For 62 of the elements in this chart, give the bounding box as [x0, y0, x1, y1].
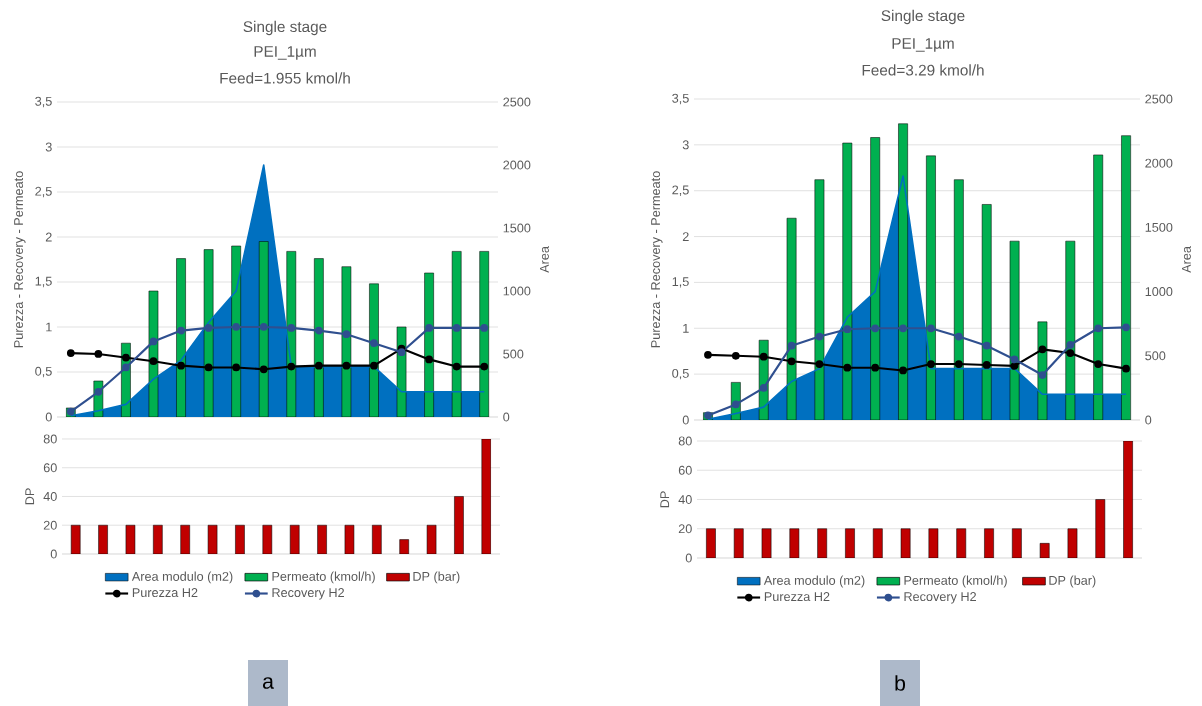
chart-subtitle: PEI_1µm [254, 46, 316, 60]
chart-title: Single stage [881, 9, 965, 25]
y-tick-label: 80 [43, 434, 57, 444]
y-tick-label: 0 [682, 415, 689, 425]
y-tick-label: 3 [682, 140, 689, 150]
y-tick-label: 3,5 [35, 96, 52, 108]
y-tick-label: 1 [46, 322, 52, 332]
y2-tick-label: 2000 [1145, 158, 1173, 168]
legend-label: Area modulo (m2) [763, 575, 865, 588]
y2-tick-label: 1000 [503, 286, 531, 296]
legend-label: Purezza H2 [132, 588, 198, 598]
y2-axis-title: Area [1182, 246, 1191, 273]
chart-subtitle: PEI_1µm [892, 38, 954, 52]
y2-tick-label: 0 [503, 412, 510, 422]
y2-tick-label: 2500 [503, 97, 531, 107]
y-tick-label: 20 [43, 520, 57, 530]
y-tick-label: 0 [685, 553, 692, 563]
y-tick-label: 1,5 [35, 276, 52, 288]
text: b [895, 675, 906, 691]
y2-tick-label: 1500 [503, 223, 531, 233]
y-tick-label: 1 [683, 323, 689, 333]
y-axis-title: DP [660, 491, 670, 508]
y-tick-label: 3 [45, 142, 52, 152]
legend-label: Recovery H2 [904, 592, 976, 604]
text: Feed=1.955 kmol/h [220, 72, 350, 84]
y2-axis-title: Area [540, 246, 549, 273]
legend-label: Area modulo (m2) [131, 571, 233, 584]
y2-tick-label: 1000 [1145, 287, 1173, 297]
y2-tick-label: 2500 [1145, 94, 1173, 104]
y-tick-label: 60 [678, 465, 692, 475]
y-axis-title: Purezza - Recovery - Permeato [14, 171, 26, 348]
text: a [262, 677, 274, 689]
y-tick-label: 0,5 [672, 368, 689, 380]
legend-label: DP (bar) [1049, 575, 1096, 588]
legend-label: Permeato (kmol/h) [272, 571, 375, 584]
y-tick-label: 2,5 [672, 185, 689, 196]
y-axis-title: Purezza - Recovery - Permeato [651, 171, 663, 348]
y-tick-label: 0 [50, 549, 57, 559]
y-tick-label: 3,5 [672, 93, 689, 105]
legend-label: Purezza H2 [764, 592, 830, 602]
chart-title: Single stage [243, 20, 327, 36]
y-tick-label: 2 [682, 232, 689, 241]
y-axis-title: DP [25, 488, 35, 505]
y2-tick-label: 1500 [1145, 222, 1173, 232]
y-tick-label: 2 [45, 232, 52, 242]
y-tick-label: 1,5 [672, 277, 689, 288]
text: Feed=3.29 kmol/h [862, 64, 984, 76]
y-tick-label: 80 [678, 436, 692, 446]
y-tick-label: 40 [678, 495, 692, 504]
legend-label: Recovery H2 [272, 588, 344, 600]
legend-label: Permeato (kmol/h) [904, 575, 1007, 588]
y2-tick-label: 2000 [503, 160, 531, 170]
y2-tick-label: 500 [503, 349, 524, 359]
y-tick-label: 2,5 [35, 186, 52, 198]
legend-label: DP (bar) [413, 571, 460, 584]
y2-tick-label: 500 [1145, 351, 1166, 361]
y-tick-label: 0 [45, 412, 52, 422]
y-tick-label: 0,5 [35, 366, 52, 378]
y2-tick-label: 0 [1145, 415, 1152, 425]
y-tick-label: 40 [43, 492, 57, 501]
y-tick-label: 20 [678, 524, 692, 534]
y-tick-label: 60 [43, 463, 57, 473]
